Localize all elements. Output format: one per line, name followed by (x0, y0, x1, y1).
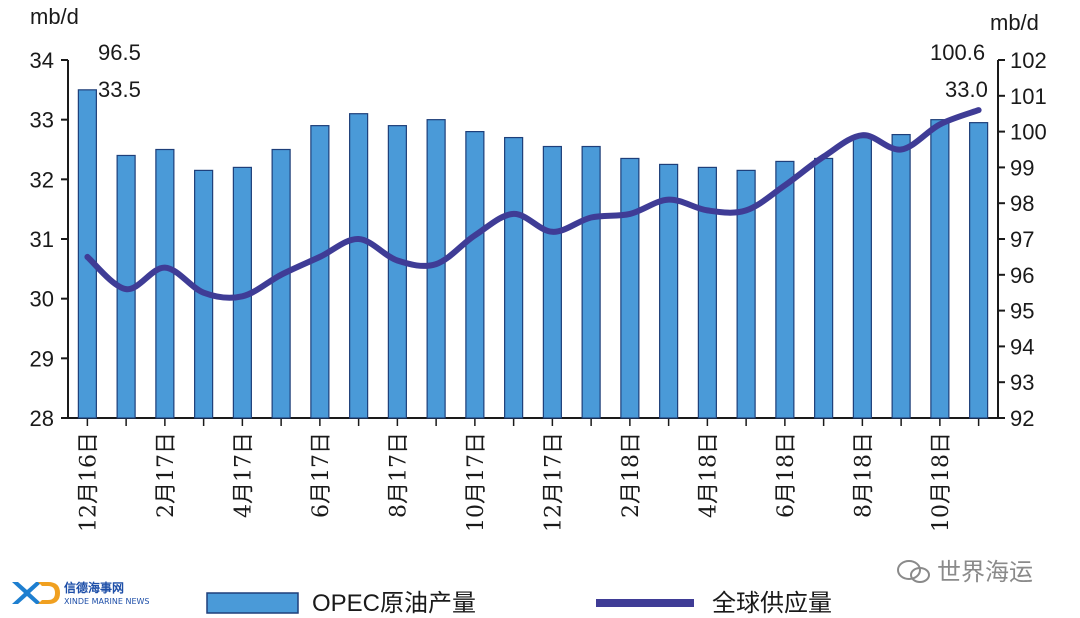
bar-opec-8 (387, 125, 407, 419)
legend: OPEC原油产量 全球供应量 (206, 590, 832, 617)
watermark-text: 世界海运 (937, 558, 1033, 586)
bar-opec-12 (542, 145, 562, 419)
right-y-tick-label: 96 (1010, 263, 1034, 288)
line-point-1 (126, 289, 127, 290)
x-tick-label: 6月18日 (774, 432, 799, 518)
bar-series (77, 89, 989, 419)
bar-opec-13 (581, 145, 601, 419)
right-y-tick-label: 95 (1010, 299, 1034, 324)
x-tick-label: 2月17日 (154, 432, 179, 518)
line-point-15 (668, 199, 669, 200)
right-y-tick-label: 92 (1010, 406, 1034, 431)
bar-opec-23 (969, 122, 989, 419)
x-tick-labels: 12月16日 2月17日 4月17日 6月17日 8月17日 10月17日 12月17日 2月… (76, 432, 954, 532)
bar-opec-21 (891, 133, 911, 419)
line-point-12 (552, 231, 553, 232)
bar-opec-19 (814, 157, 834, 419)
bar-opec-14 (620, 157, 640, 419)
annotation-end-supply: 100.6 (930, 40, 985, 65)
left-y-tick-label: 30 (30, 287, 54, 312)
right-y-tick-label: 101 (1010, 84, 1047, 109)
right-y-tick-label: 93 (1010, 370, 1034, 395)
bar-opec-7 (349, 113, 369, 419)
legend-bar-swatch (206, 592, 299, 614)
x-tick-label: 10月17日 (464, 432, 489, 532)
bar-opec-20 (852, 136, 872, 419)
xd-logo-mark (12, 582, 60, 604)
line-point-7 (358, 239, 359, 240)
line-point-11 (513, 213, 514, 214)
right-y-tick-label: 97 (1010, 227, 1034, 252)
left-y-tick-label: 32 (30, 167, 54, 192)
line-point-9 (436, 264, 437, 265)
legend-bar-label: OPEC原油产量 (312, 590, 476, 617)
right-y-tick-label: 94 (1010, 334, 1034, 359)
x-tick-label: 6月17日 (309, 432, 334, 518)
x-tick-label: 12月16日 (76, 432, 101, 532)
line-point-4 (242, 296, 243, 297)
logo-brand-en: XINDE MARINE NEWS (64, 597, 149, 606)
line-point-10 (474, 235, 475, 236)
bar-opec-22 (930, 119, 950, 419)
line-point-6 (319, 256, 320, 257)
legend-line-label: 全球供应量 (712, 590, 832, 617)
right-y-tick-labels: 92 93 94 95 96 97 98 99 100 101 102 (1010, 48, 1047, 431)
line-point-20 (862, 135, 863, 136)
bar-opec-9 (426, 119, 446, 419)
bar-opec-10 (465, 131, 485, 419)
line-point-0 (87, 256, 88, 257)
line-global-supply (84, 107, 982, 301)
bar-opec-2 (155, 148, 175, 419)
line-point-14 (629, 213, 630, 214)
right-y-tick-label: 102 (1010, 48, 1047, 73)
right-y-tick-label: 100 (1010, 120, 1047, 145)
wechat-icon (897, 560, 930, 583)
line-point-17 (746, 210, 747, 211)
x-tick-label: 4月18日 (696, 432, 721, 518)
line-point-22 (939, 124, 940, 125)
left-y-tick-label: 28 (30, 406, 54, 431)
left-y-tick-label: 31 (30, 227, 54, 252)
annotation-start-opec: 33.5 (98, 77, 141, 102)
left-axis-unit: mb/d (30, 4, 79, 29)
line-point-16 (707, 210, 708, 211)
annotation-end-opec: 33.0 (945, 77, 988, 102)
line-point-8 (397, 260, 398, 261)
left-y-tick-label: 34 (30, 48, 54, 73)
left-y-tick-label: 29 (30, 346, 54, 371)
bar-opec-18 (775, 160, 795, 419)
bar-opec-11 (504, 136, 524, 419)
x-tick-label: 8月17日 (386, 432, 411, 518)
x-tick-label: 12月17日 (541, 432, 566, 532)
line-point-5 (281, 274, 282, 275)
line-point-3 (203, 292, 204, 293)
x-tick-label: 2月18日 (619, 432, 644, 518)
line-point-2 (164, 267, 165, 268)
logo-brand-cn: 信德海事网 (64, 580, 124, 595)
right-y-tick-label: 99 (1010, 155, 1034, 180)
line-point-13 (591, 217, 592, 218)
line-point-18 (784, 185, 785, 186)
line-series (84, 107, 982, 301)
bar-opec-5 (271, 148, 291, 419)
right-y-tick-label: 98 (1010, 191, 1034, 216)
right-axis-unit: mb/d (990, 10, 1039, 35)
x-tick-label: 10月18日 (929, 432, 954, 532)
line-point-23 (978, 110, 979, 111)
left-y-tick-label: 33 (30, 108, 54, 133)
line-point-21 (901, 149, 902, 150)
bar-opec-15 (659, 163, 679, 419)
xinde-logo: 信德海事网 XINDE MARINE NEWS (12, 580, 149, 606)
line-point-19 (823, 156, 824, 157)
bar-opec-17 (736, 169, 756, 419)
axes (61, 59, 1005, 426)
wechat-watermark: 世界海运 (897, 558, 1033, 586)
bar-opec-16 (697, 166, 717, 419)
x-tick-label: 4月17日 (231, 432, 256, 518)
annotation-start-supply: 96.5 (98, 40, 141, 65)
bar-opec-6 (310, 125, 330, 419)
left-y-tick-labels: 28 29 30 31 32 33 34 (30, 48, 54, 431)
x-tick-label: 8月18日 (851, 432, 876, 518)
